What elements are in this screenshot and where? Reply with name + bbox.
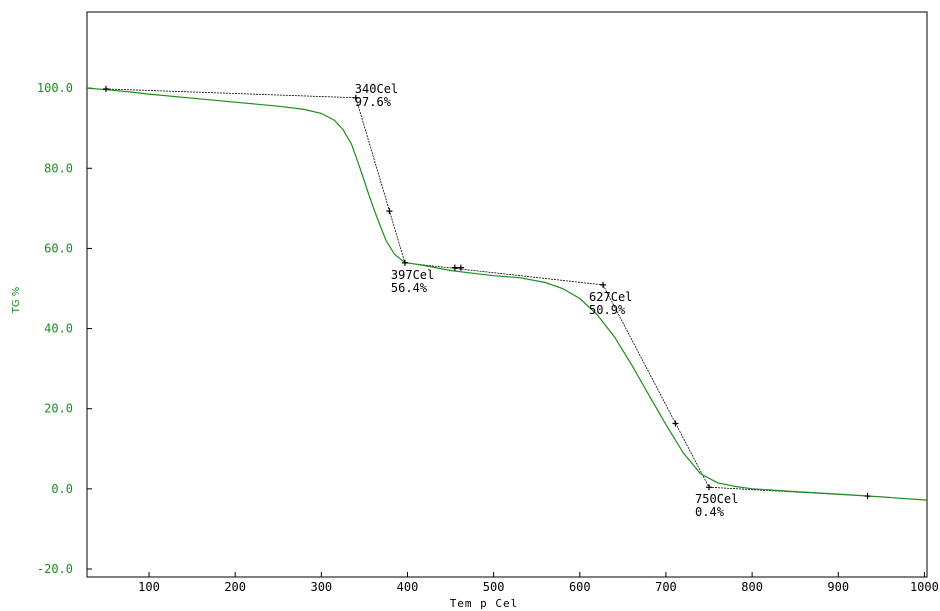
x-tick-label: 400 bbox=[397, 580, 419, 594]
annotation-temp: 397Cel bbox=[391, 268, 434, 282]
point-marker bbox=[352, 94, 359, 101]
point-marker bbox=[600, 281, 607, 288]
x-tick-label: 600 bbox=[569, 580, 591, 594]
y-axis-label: TG % bbox=[11, 287, 22, 315]
x-axis-label: Tem p Cel bbox=[450, 597, 519, 610]
annotation-value: 56.4% bbox=[391, 281, 428, 295]
y-tick-label: 20.0 bbox=[44, 402, 73, 416]
x-tick-label: 200 bbox=[224, 580, 246, 594]
x-tick-label: 700 bbox=[655, 580, 677, 594]
tg-curve bbox=[86, 87, 928, 501]
annotation-value: 97.6% bbox=[355, 95, 392, 109]
x-tick-label: 800 bbox=[741, 580, 763, 594]
y-tick-label: 80.0 bbox=[44, 161, 73, 175]
annotation-temp: 750Cel bbox=[695, 492, 738, 506]
point-markers bbox=[102, 85, 871, 500]
point-marker bbox=[457, 264, 464, 271]
annotation-value: 0.4% bbox=[695, 505, 725, 519]
x-tick-label: 500 bbox=[483, 580, 505, 594]
y-tick-label: 100.0 bbox=[37, 81, 73, 95]
y-axis-ticks: 100.0 80.0 60.0 40.0 20.0 0.0 -20.0 bbox=[37, 81, 92, 576]
y-tick-label: 60.0 bbox=[44, 241, 73, 255]
tangent-line bbox=[105, 88, 356, 99]
x-tick-label: 1000 bbox=[910, 580, 939, 594]
y-tick-label: -20.0 bbox=[37, 562, 73, 576]
point-marker bbox=[864, 493, 871, 500]
point-marker bbox=[451, 264, 458, 271]
tangent-line bbox=[602, 284, 710, 488]
point-marker bbox=[102, 85, 109, 92]
x-tick-label: 300 bbox=[310, 580, 332, 594]
y-tick-label: 0.0 bbox=[51, 482, 73, 496]
point-marker bbox=[386, 208, 393, 215]
plot-frame bbox=[86, 11, 928, 578]
tangent-line bbox=[355, 97, 406, 263]
tangent-line bbox=[404, 262, 604, 286]
annotation-value: 50.9% bbox=[589, 303, 626, 317]
x-axis-ticks: 100 200 300 400 500 600 700 800 900 1000 bbox=[138, 572, 939, 594]
annotation-temp: 627Cel bbox=[589, 290, 632, 304]
tg-curve-group bbox=[86, 87, 928, 501]
y-tick-label: 40.0 bbox=[44, 322, 73, 336]
point-marker bbox=[401, 259, 408, 266]
tangent-lines bbox=[105, 88, 868, 497]
point-marker bbox=[706, 484, 713, 491]
x-tick-label: 100 bbox=[138, 580, 160, 594]
point-marker bbox=[672, 420, 679, 427]
annotation-temp: 340Cel bbox=[355, 82, 398, 96]
x-tick-label: 900 bbox=[827, 580, 849, 594]
